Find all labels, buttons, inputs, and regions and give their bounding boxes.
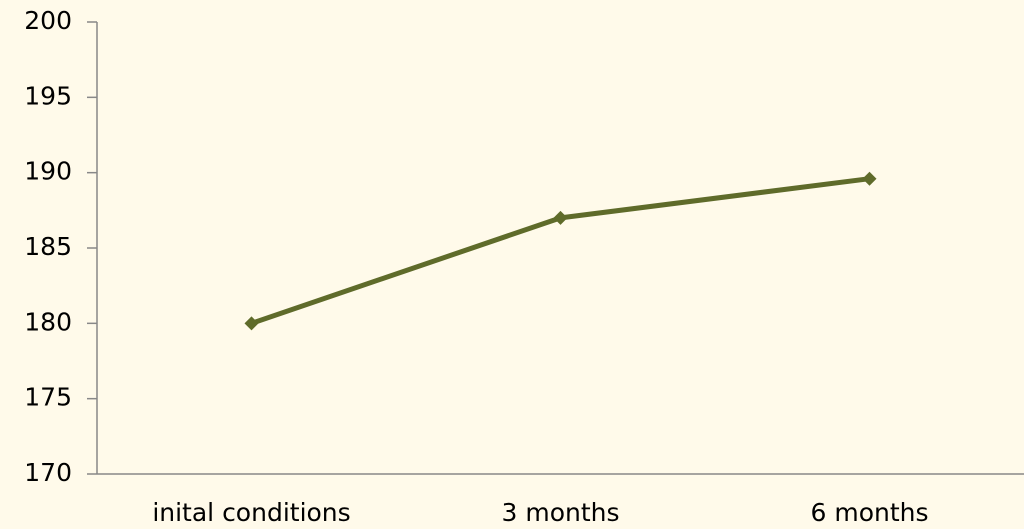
y-tick-label: 170 [24, 458, 72, 487]
y-tick-label: 185 [24, 232, 72, 261]
y-tick-label: 200 [24, 6, 72, 35]
marker [244, 316, 259, 331]
y-tick-label: 190 [24, 157, 72, 186]
y-tick-label: 195 [24, 81, 72, 110]
marker [862, 171, 877, 186]
y-tick-label: 180 [24, 307, 72, 336]
x-tick-label: inital conditions [152, 498, 350, 527]
x-tick-label: 6 months [810, 498, 928, 527]
y-tick-label: 175 [24, 383, 72, 412]
x-tick-label: 3 months [501, 498, 619, 527]
marker [553, 210, 568, 225]
